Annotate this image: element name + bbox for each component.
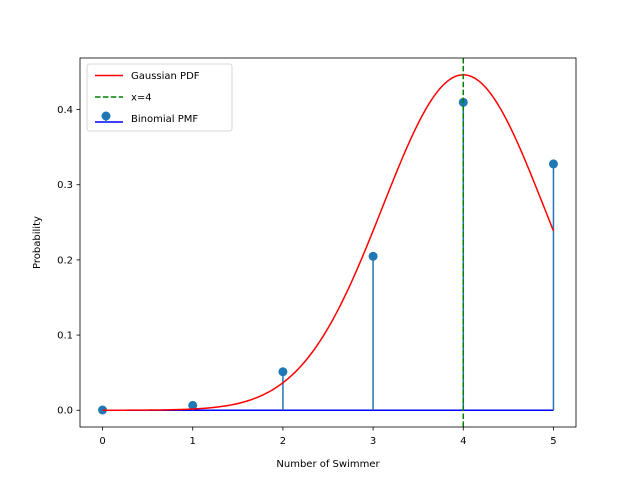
pmf-point-2 — [278, 367, 288, 377]
x-tick-label-4: 4 — [460, 436, 466, 447]
y-axis-label: Probability — [32, 216, 43, 269]
legend-vline-label: x=4 — [131, 93, 152, 104]
legend-pmf-marker — [101, 111, 111, 121]
pmf-point-1 — [188, 400, 198, 410]
legend-pmf-label: Binomial PMF — [131, 114, 198, 125]
y-tick-label-3: 0.3 — [57, 180, 73, 191]
pmf-point-5 — [548, 159, 558, 169]
x-axis: 0 1 2 3 4 5 — [99, 427, 557, 447]
y-tick-label-0: 0.0 — [57, 406, 73, 417]
pmf-point-0 — [98, 405, 108, 415]
y-tick-label-4: 0.4 — [57, 105, 73, 116]
legend-box — [86, 63, 233, 132]
x-tick-label-3: 3 — [370, 436, 376, 447]
y-tick-label-2: 0.2 — [57, 255, 73, 266]
plot-frame — [79, 57, 577, 428]
x-tick-label-1: 1 — [190, 436, 196, 447]
gaussian-pdf-line — [102, 74, 555, 411]
x-tick-label-5: 5 — [550, 436, 556, 447]
pmf-point-3 — [368, 251, 378, 261]
y-axis: 0.0 0.1 0.2 0.3 0.4 — [57, 105, 80, 417]
legend-gaussian-label: Gaussian PDF — [131, 71, 200, 82]
x-axis-label: Number of Swimmer — [276, 459, 380, 470]
x-tick-label-2: 2 — [280, 436, 286, 447]
legend: Gaussian PDF x=4 Binomial PMF — [86, 63, 233, 132]
y-tick-label-1: 0.1 — [57, 331, 73, 342]
x-tick-label-0: 0 — [99, 436, 105, 447]
series-layer — [98, 58, 558, 427]
